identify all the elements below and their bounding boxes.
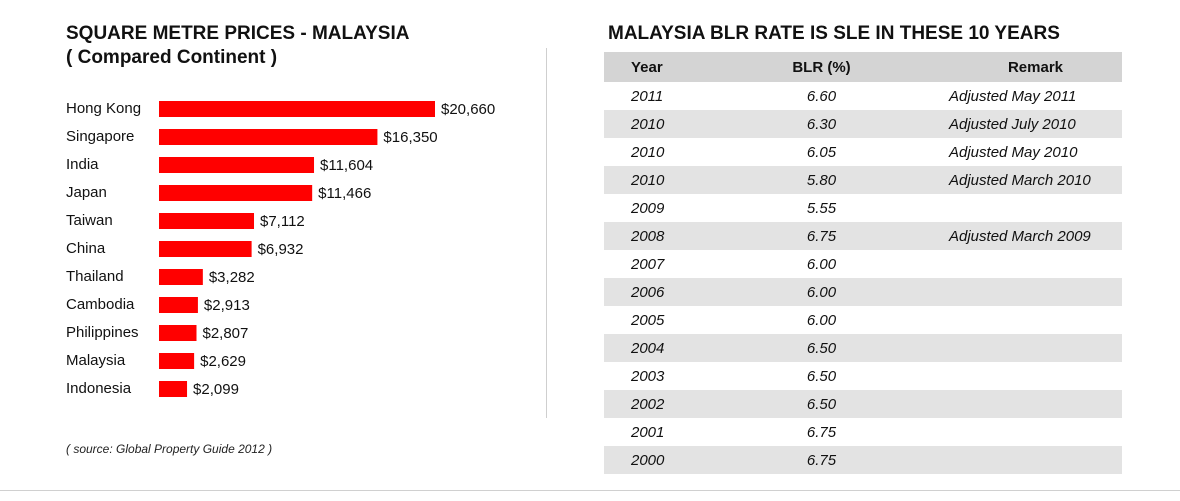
table-row: 2008 6.75 Adjusted March 2009	[604, 222, 1122, 250]
price-bar	[159, 241, 252, 257]
value-label: $2,629	[200, 353, 246, 370]
cell-blr: 5.80	[806, 171, 837, 189]
category-label: Singapore	[66, 128, 134, 145]
price-bar	[159, 157, 315, 173]
table-row: 2010 6.30 Adjusted July 2010	[604, 110, 1122, 138]
table-row: 2002 6.50	[604, 390, 1122, 418]
category-label: Taiwan	[66, 212, 113, 229]
cell-remark: Adjusted July 2010	[949, 115, 1076, 133]
price-bar	[159, 269, 203, 285]
cell-remark: Adjusted May 2011	[949, 87, 1077, 105]
cell-year: 2005	[631, 311, 665, 329]
table-row: 2007 6.00	[604, 250, 1122, 278]
category-label: China	[66, 240, 106, 257]
chart-subtitle: ( Compared Continent )	[66, 47, 278, 68]
category-label: Indonesia	[66, 380, 132, 397]
category-label: Philippines	[66, 324, 139, 341]
table-row: 2010 5.80 Adjusted March 2010	[604, 166, 1122, 194]
blr-table-panel: MALAYSIA BLR RATE IS SLE IN THESE 10 YEA…	[604, 22, 1122, 474]
value-label: $11,466	[318, 185, 371, 202]
category-label: Japan	[66, 184, 107, 201]
value-label: $20,660	[441, 101, 495, 118]
table-row: 2003 6.50	[604, 362, 1122, 390]
value-label: $7,112	[260, 213, 305, 230]
price-bar	[159, 185, 313, 201]
price-bar	[159, 381, 188, 397]
price-bar	[159, 213, 255, 229]
cell-blr: 6.50	[806, 367, 837, 385]
bottom-rule	[0, 490, 1180, 491]
cell-blr: 6.00	[806, 311, 837, 329]
cell-blr: 5.55	[806, 199, 837, 217]
cell-blr: 6.75	[806, 451, 837, 469]
table-row: 2006 6.00	[604, 278, 1122, 306]
source-note: ( source: Global Property Guide 2012 )	[66, 442, 273, 456]
cell-year: 2002	[631, 395, 665, 413]
cell-year: 2001	[631, 423, 665, 441]
table-row: 2010 6.05 Adjusted May 2010	[604, 138, 1122, 166]
category-label: Cambodia	[66, 296, 135, 313]
cell-year: 2011	[631, 87, 664, 105]
category-label: Hong Kong	[66, 100, 141, 117]
cell-blr: 6.00	[806, 283, 837, 301]
cell-blr: 6.75	[806, 423, 837, 441]
price-bar	[159, 101, 435, 117]
table-row: 2005 6.00	[604, 306, 1122, 334]
value-label: $2,807	[202, 325, 248, 342]
chart-title: SQUARE METRE PRICES - MALAYSIA	[66, 23, 410, 44]
table-row: 2004 6.50	[604, 334, 1122, 362]
value-label: $2,913	[204, 297, 250, 314]
header-year: Year	[631, 58, 663, 76]
cell-remark: Adjusted March 2010	[949, 171, 1091, 189]
category-label: India	[66, 156, 99, 173]
cell-year: 2010	[631, 115, 665, 133]
table-row: 2001 6.75	[604, 418, 1122, 446]
cell-remark: Adjusted May 2010	[949, 143, 1078, 161]
cell-blr: 6.75	[806, 227, 837, 245]
header-blr: BLR (%)	[792, 58, 851, 76]
price-bar	[159, 325, 197, 341]
cell-blr: 6.05	[806, 143, 837, 161]
value-label: $2,099	[193, 381, 239, 398]
value-label: $11,604	[320, 157, 373, 174]
table-title: MALAYSIA BLR RATE IS SLE IN THESE 10 YEA…	[608, 23, 1060, 44]
cell-year: 2006	[631, 283, 665, 301]
table-header: Year BLR (%) Remark	[604, 52, 1122, 82]
cell-year: 2004	[631, 339, 665, 357]
table-row: 2000 6.75	[604, 446, 1122, 474]
cell-year: 2009	[631, 199, 665, 217]
cell-year: 2010	[631, 171, 665, 189]
cell-blr: 6.60	[806, 87, 837, 105]
cell-remark: Adjusted March 2009	[949, 227, 1091, 245]
value-label: $16,350	[383, 129, 437, 146]
cell-year: 2000	[631, 451, 665, 469]
table-row: 2009 5.55	[604, 194, 1122, 222]
panel-divider	[546, 48, 547, 418]
cell-year: 2010	[631, 143, 665, 161]
cell-year: 2003	[631, 367, 665, 385]
cell-blr: 6.30	[806, 115, 837, 133]
cell-year: 2008	[631, 227, 665, 245]
cell-blr: 6.50	[806, 339, 837, 357]
category-label: Malaysia	[66, 352, 126, 369]
cell-blr: 6.50	[806, 395, 837, 413]
table-body: 2011 6.60 Adjusted May 2011 2010 6.30 Adjuste…	[604, 82, 1122, 474]
price-bar	[159, 129, 378, 145]
price-chart-panel: SQUARE METRE PRICES - MALAYSIA ( Compare…	[66, 22, 536, 462]
category-label: Thailand	[66, 268, 124, 285]
cell-year: 2007	[631, 255, 665, 273]
price-bar	[159, 353, 195, 369]
table-row: 2011 6.60 Adjusted May 2011	[604, 82, 1122, 110]
price-bar	[159, 297, 198, 313]
cell-blr: 6.00	[806, 255, 837, 273]
header-remark: Remark	[1007, 58, 1064, 76]
price-bar-chart: Hong Kong $20,660 Singapore $16,350 India $11…	[66, 100, 495, 398]
value-label: $3,282	[209, 269, 255, 286]
value-label: $6,932	[258, 241, 304, 258]
